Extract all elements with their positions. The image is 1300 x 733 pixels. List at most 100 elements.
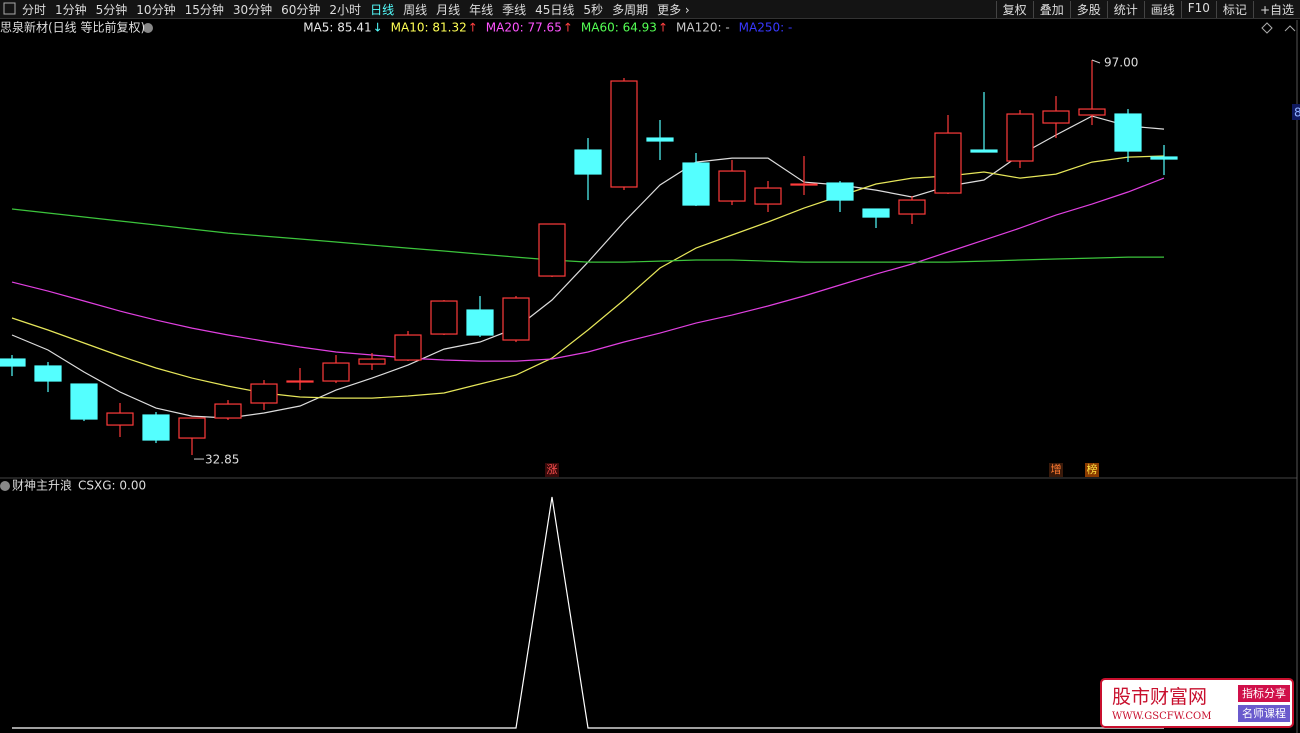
candle-body bbox=[1150, 156, 1178, 160]
candle-body bbox=[538, 223, 566, 277]
tool-button[interactable]: F10 bbox=[1180, 0, 1216, 18]
candle-body bbox=[826, 182, 854, 201]
tool-button[interactable]: 复权 bbox=[995, 0, 1033, 18]
candle-body bbox=[0, 358, 26, 367]
candle-body bbox=[934, 132, 962, 194]
toolbar: 分时 1分钟 5分钟 10分钟 15分钟 30分钟 60分钟 2小时 日线 周线 月线 年线 季线 45日… bbox=[0, 0, 1300, 19]
candle-body bbox=[502, 297, 530, 341]
legend-item: MA5: 85.41 bbox=[303, 21, 371, 35]
tool-buttons: 复权 叠加 多股 统计 画线 F10 标记 +自选 bbox=[995, 0, 1300, 18]
indicator-legend: CSXG: 0.00 bbox=[78, 479, 146, 493]
tool-button[interactable]: 叠加 bbox=[1032, 0, 1070, 18]
candle-body bbox=[70, 383, 98, 420]
legend-arrow: ↑ bbox=[468, 21, 478, 35]
candle-body bbox=[466, 309, 494, 336]
candle-body bbox=[574, 149, 602, 175]
legend-item: MA20: 77.65 bbox=[486, 21, 562, 35]
period-tab[interactable]: 季线 bbox=[502, 2, 527, 17]
period-tab[interactable]: 2小时 bbox=[329, 2, 362, 17]
legend-arrow: ↑ bbox=[658, 21, 668, 35]
period-tab[interactable]: 月线 bbox=[436, 2, 461, 17]
candle-body bbox=[142, 414, 170, 441]
candle-body bbox=[214, 403, 242, 419]
candle-body bbox=[286, 380, 314, 383]
candle-body bbox=[862, 208, 890, 218]
candle-body bbox=[430, 300, 458, 335]
tool-button[interactable]: 标记 bbox=[1215, 0, 1253, 18]
axis-label-box bbox=[1292, 104, 1300, 120]
candle-body bbox=[1078, 108, 1106, 116]
watermark: 股市财富网 WWW.GSCFW.COM 指标分享 名师课程 bbox=[1100, 678, 1294, 728]
watermark-name: 股市财富网 bbox=[1112, 686, 1208, 708]
candle-body bbox=[898, 199, 926, 215]
candle-body bbox=[682, 162, 710, 206]
menu-icon[interactable] bbox=[0, 481, 10, 491]
period-tab[interactable]: 年线 bbox=[469, 2, 494, 17]
candle-body bbox=[1006, 113, 1034, 162]
period-tab[interactable]: 周线 bbox=[403, 2, 428, 17]
signal-box bbox=[545, 463, 559, 477]
candle-body bbox=[718, 170, 746, 202]
candle-body bbox=[1042, 110, 1070, 124]
menu-square[interactable] bbox=[3, 2, 17, 16]
candle-body bbox=[34, 365, 62, 382]
candle-body bbox=[646, 137, 674, 142]
tool-button[interactable]: 统计 bbox=[1106, 0, 1144, 18]
period-tab[interactable]: 分时 bbox=[22, 2, 47, 17]
candle-body bbox=[358, 358, 386, 365]
legend-arrow: ↑ bbox=[563, 21, 573, 35]
candle-body bbox=[610, 80, 638, 188]
watermark-url: WWW.GSCFW.COM bbox=[1112, 711, 1212, 722]
tool-button[interactable]: 多股 bbox=[1069, 0, 1107, 18]
signal: 增 bbox=[1051, 462, 1062, 476]
ma-line bbox=[11, 208, 1164, 263]
candle-body bbox=[250, 383, 278, 404]
period-tab[interactable]: 30分钟 bbox=[232, 2, 273, 17]
tool-button[interactable]: 画线 bbox=[1143, 0, 1181, 18]
high-label: 97.00 bbox=[1104, 56, 1138, 70]
candle-body bbox=[322, 362, 350, 382]
candle-body bbox=[970, 149, 998, 153]
period-tab[interactable]: 10分钟 bbox=[136, 2, 176, 17]
period-tab[interactable]: 5分钟 bbox=[95, 2, 128, 17]
legend-item: MA60: 64.93 bbox=[581, 21, 657, 35]
signal-box bbox=[1049, 463, 1063, 477]
period-tabs: 分时 1分钟 5分钟 10分钟 15分钟 30分钟 60分钟 2小时 日线 周线 月线 年线 季线 45日… bbox=[22, 1, 690, 18]
ma-line bbox=[11, 155, 1165, 399]
legend-item: MA10: 81.32 bbox=[391, 21, 467, 35]
legend-arrow: ↓ bbox=[373, 21, 383, 35]
candle-body bbox=[790, 183, 818, 186]
menu-icon[interactable] bbox=[143, 23, 153, 33]
period-tab[interactable]: 多周期 bbox=[612, 2, 649, 17]
indicator-line bbox=[12, 496, 1164, 729]
period-tab[interactable]: 5秒 bbox=[583, 2, 604, 17]
period-tab[interactable]: 45日线 bbox=[535, 2, 575, 17]
period-tab[interactable]: 更多 › bbox=[657, 2, 690, 17]
period-tab[interactable]: 15分钟 bbox=[184, 2, 224, 17]
diamond-icon[interactable] bbox=[1261, 22, 1273, 34]
period-tab[interactable]: 日线 bbox=[370, 2, 395, 17]
tool-button[interactable]: +自选 bbox=[1252, 0, 1300, 18]
signal: 榜 bbox=[1087, 462, 1098, 476]
marker-arrow bbox=[1091, 59, 1101, 64]
candle-body bbox=[1114, 113, 1142, 152]
candle-body bbox=[754, 187, 782, 205]
candle-body bbox=[394, 334, 422, 361]
legend-item: MA250: - bbox=[739, 21, 793, 35]
collapse-icon[interactable] bbox=[1284, 25, 1296, 32]
signal: 涨 bbox=[547, 463, 558, 476]
signal-box bbox=[1085, 463, 1099, 477]
watermark-badge: 名师课程 bbox=[1238, 705, 1290, 722]
low-label: 32.85 bbox=[205, 453, 239, 467]
indicator-title: 财神主升浪 bbox=[12, 478, 72, 493]
legend-item: MA120: - bbox=[676, 21, 730, 35]
candle-body bbox=[106, 412, 134, 426]
ma-line bbox=[11, 177, 1165, 362]
watermark-badge: 指标分享 bbox=[1238, 685, 1290, 702]
period-tab[interactable]: 1分钟 bbox=[55, 2, 87, 17]
period-tab[interactable]: 60分钟 bbox=[281, 2, 321, 17]
axis-label: 8 bbox=[1294, 106, 1300, 120]
candle-body bbox=[178, 417, 206, 439]
